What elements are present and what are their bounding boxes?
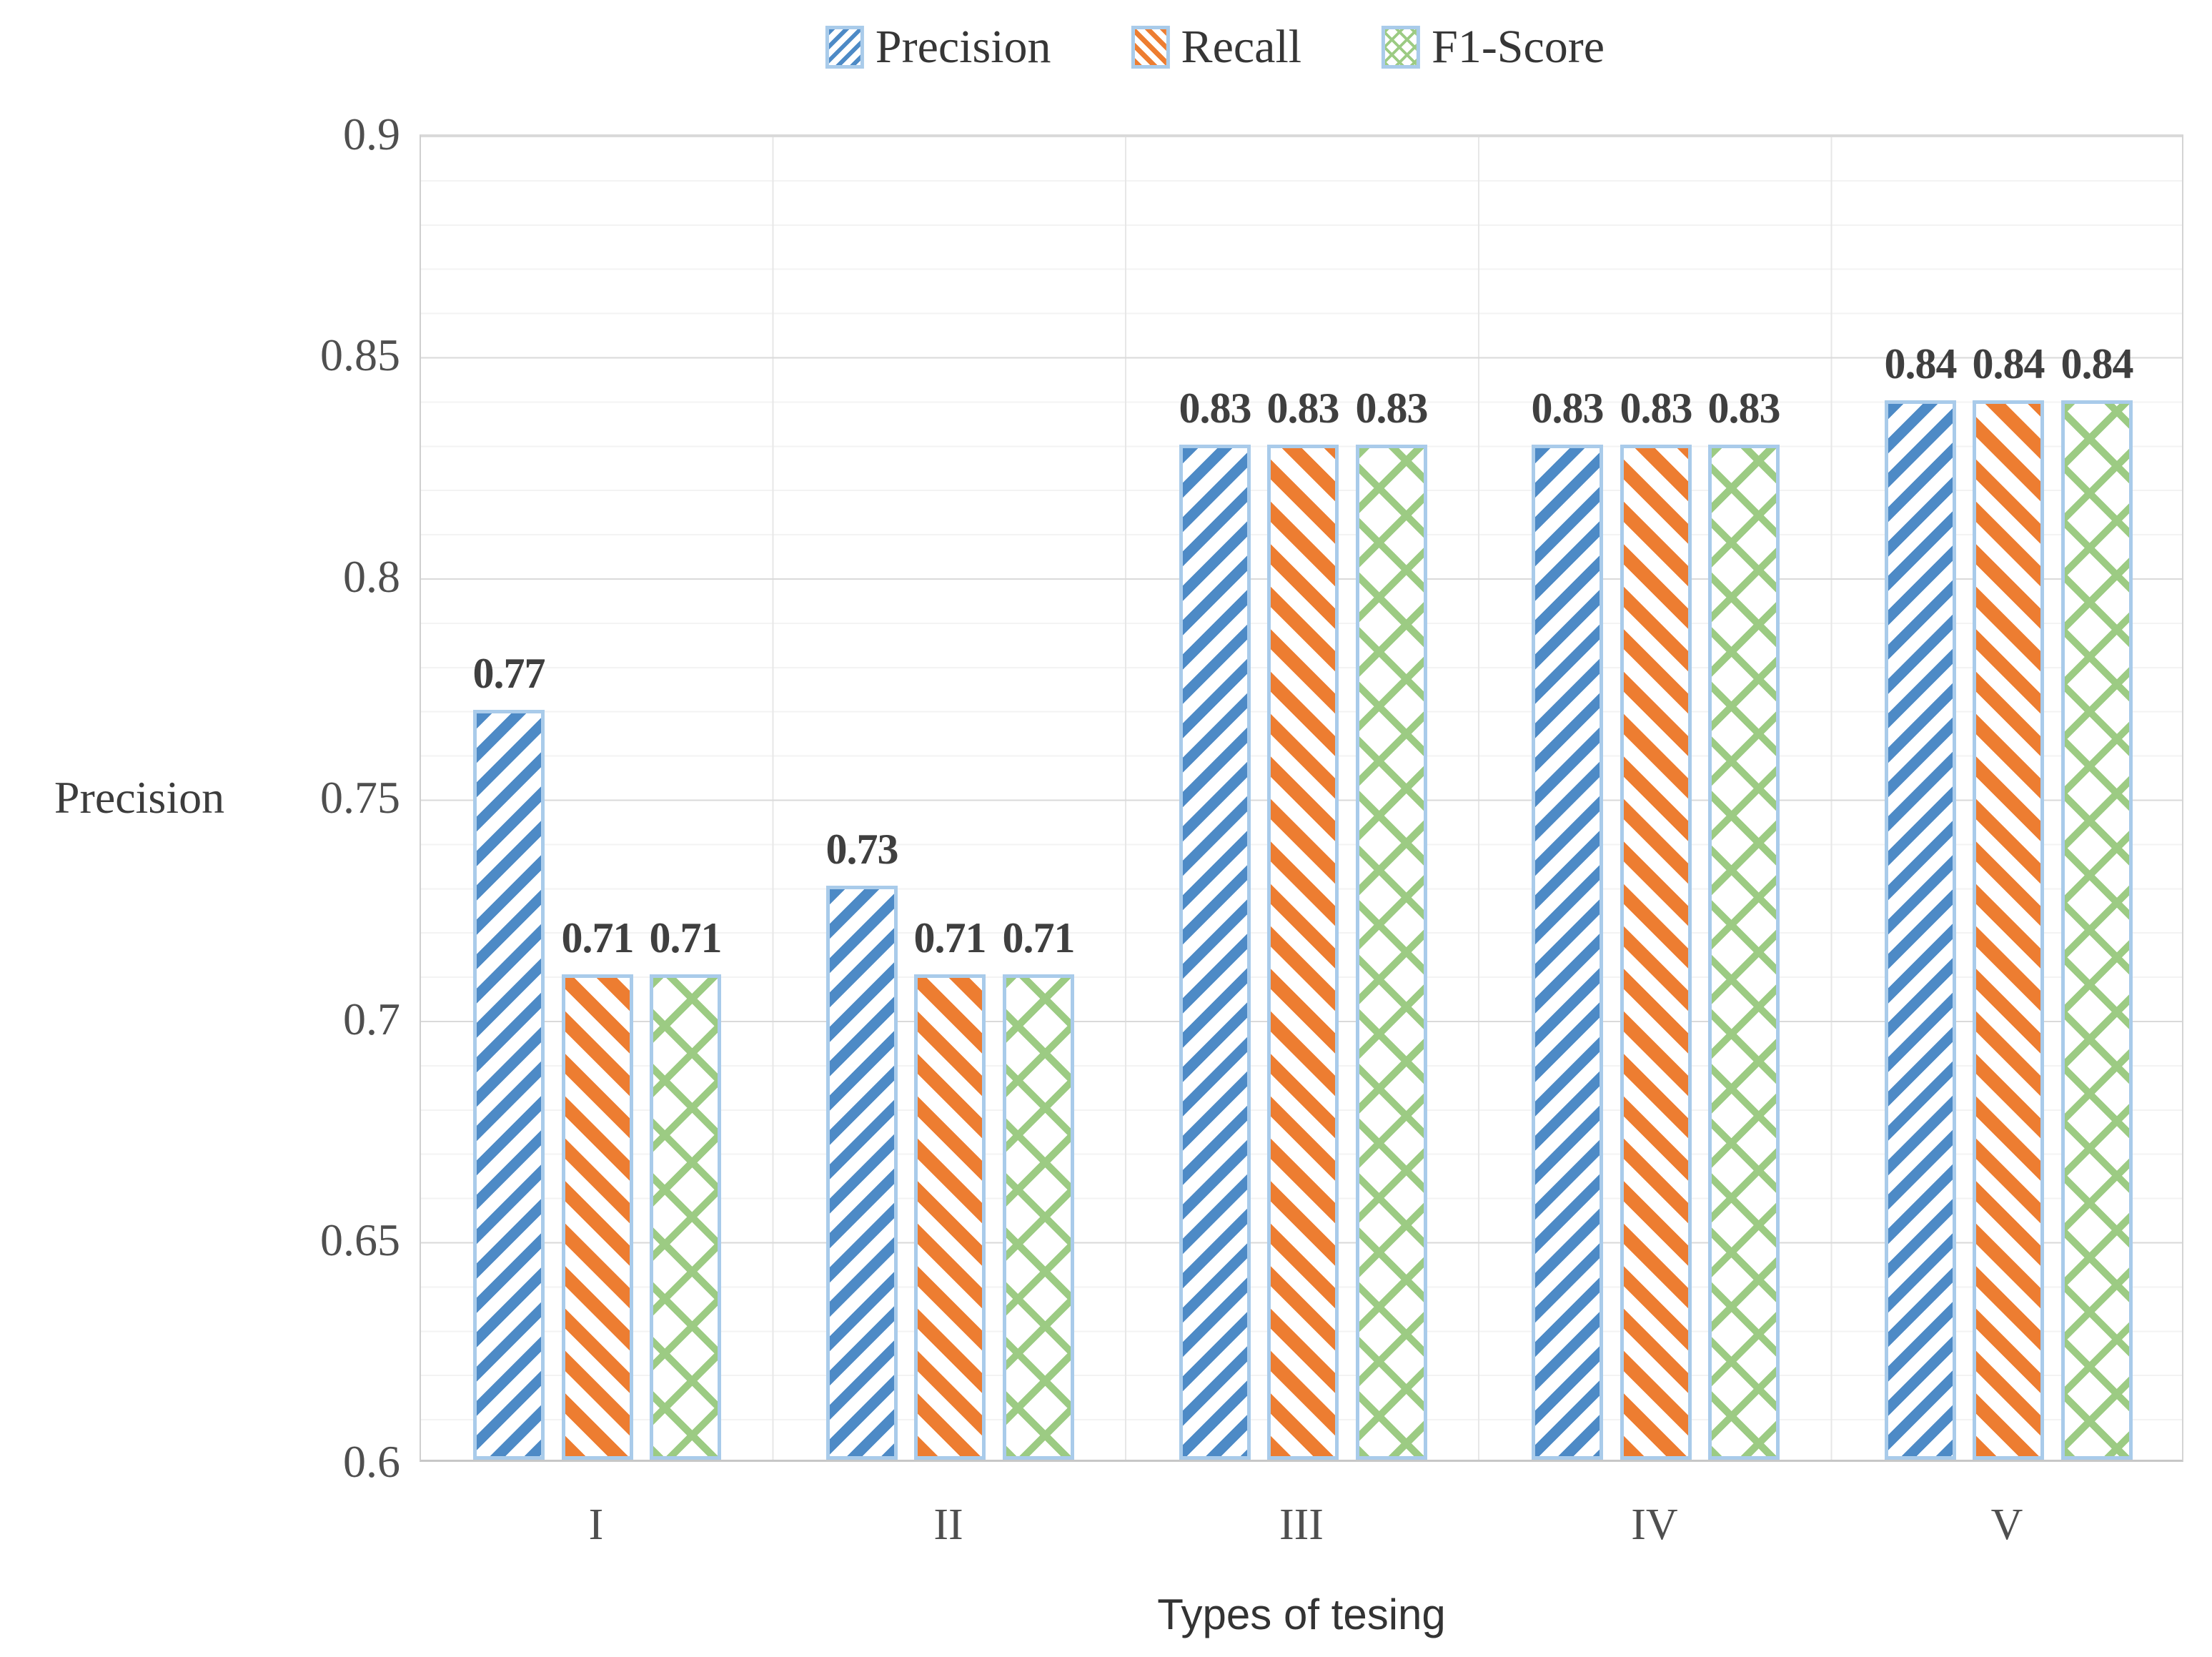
y-tick-0.75: 0.75	[320, 772, 400, 823]
bar-slot: 0.84	[1885, 340, 1958, 1460]
bar-slot: 0.77	[473, 650, 546, 1460]
y-tick-0.7: 0.7	[343, 994, 400, 1044]
data-label: 0.71	[913, 914, 987, 961]
x-tick-I: I	[588, 1500, 604, 1549]
bar-slot: 0.71	[1003, 914, 1076, 1460]
bar-slot: 0.84	[2061, 340, 2134, 1460]
bar-f1-I	[650, 974, 721, 1460]
bar-slot: 0.83	[1356, 385, 1429, 1460]
x-tick-III: III	[1279, 1500, 1324, 1549]
bar-slot: 0.71	[562, 914, 635, 1460]
bar-slot: 0.83	[1620, 385, 1693, 1460]
bar-precision-III	[1179, 445, 1251, 1460]
bar-f1-IV	[1708, 445, 1780, 1460]
bar-slot: 0.71	[914, 914, 987, 1460]
data-label: 0.84	[2060, 340, 2134, 388]
bar-slot: 0.83	[1267, 385, 1340, 1460]
legend-label-recall: Recall	[1181, 21, 1302, 73]
bar-recall-IV	[1620, 445, 1692, 1460]
x-tick-II: II	[933, 1500, 963, 1549]
legend-item-f1: F1-Score	[1382, 20, 1605, 74]
legend-item-precision: Precision	[825, 20, 1051, 74]
bar-recall-III	[1267, 445, 1339, 1460]
bar-slot: 0.71	[650, 914, 723, 1460]
y-tick-0.6: 0.6	[343, 1436, 400, 1487]
x-tick-IV: IV	[1631, 1500, 1678, 1549]
legend-label-precision: Precision	[875, 21, 1051, 73]
bar-f1-V	[2061, 400, 2133, 1460]
data-label: 0.71	[649, 914, 723, 961]
data-label: 0.77	[472, 649, 546, 697]
y-tick-0.8: 0.8	[343, 551, 400, 602]
y-tick-0.9: 0.9	[343, 109, 400, 159]
data-label: 0.83	[1266, 385, 1340, 432]
data-label: 0.71	[1002, 914, 1076, 961]
bar-precision-V	[1885, 400, 1956, 1460]
y-axis-title: Precision	[54, 772, 225, 823]
data-label: 0.83	[1620, 385, 1693, 432]
bar-precision-I	[473, 709, 545, 1460]
recall-swatch-icon	[1131, 26, 1170, 69]
data-label: 0.83	[1531, 385, 1605, 432]
y-tick-0.65: 0.65	[320, 1215, 400, 1265]
data-label: 0.73	[825, 826, 899, 874]
f1-swatch-icon	[1382, 26, 1421, 69]
x-axis-title: Types of tesing	[1157, 1591, 1446, 1638]
data-label: 0.83	[1707, 385, 1781, 432]
bar-slot: 0.84	[1973, 340, 2045, 1460]
legend-label-f1: F1-Score	[1432, 21, 1605, 73]
bar-slot: 0.83	[1532, 385, 1605, 1460]
bar-slot: 0.83	[1179, 385, 1252, 1460]
bar-precision-II	[826, 886, 898, 1460]
precision-swatch-icon	[825, 26, 864, 69]
data-label: 0.83	[1179, 385, 1252, 432]
y-tick-0.85: 0.85	[320, 330, 400, 380]
bar-recall-V	[1973, 400, 2044, 1460]
bar-f1-III	[1356, 445, 1427, 1460]
data-label: 0.83	[1355, 385, 1429, 432]
x-tick-V: V	[1990, 1500, 2023, 1549]
data-label: 0.84	[1884, 340, 1958, 388]
bar-slot: 0.83	[1708, 385, 1781, 1460]
data-label: 0.84	[1972, 340, 2045, 388]
data-label: 0.71	[561, 914, 635, 961]
bar-slot: 0.73	[826, 826, 899, 1460]
bar-recall-II	[914, 974, 986, 1460]
bar-recall-I	[562, 974, 633, 1460]
bar-precision-IV	[1532, 445, 1603, 1460]
bar-f1-II	[1003, 974, 1074, 1460]
legend: Precision Recall F1-Score	[825, 20, 1605, 74]
legend-item-recall: Recall	[1131, 20, 1302, 74]
plot-area: 0.77 0.71 0.71 0.73 0.71 0.71 0.83	[420, 134, 2183, 1462]
